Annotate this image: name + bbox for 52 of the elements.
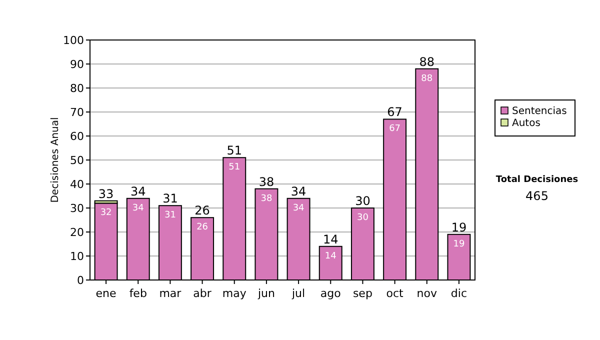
- data-label: 30: [356, 213, 369, 223]
- y-tick-label: 0: [77, 274, 84, 287]
- data-label: 31: [164, 210, 176, 221]
- data-label: 88: [421, 74, 433, 84]
- total-label: 33: [98, 186, 114, 201]
- x-tick-label: abr: [193, 287, 212, 300]
- data-label: 51: [228, 162, 240, 173]
- y-tick-label: 90: [70, 58, 84, 71]
- total-label: 88: [419, 54, 435, 69]
- total-label: 38: [258, 174, 274, 189]
- x-tick-label: jun: [256, 287, 275, 300]
- y-tick-label: 70: [70, 106, 84, 119]
- x-tick-label: ago: [320, 287, 342, 300]
- y-tick-label: 10: [70, 250, 84, 263]
- y-tick-label: 80: [70, 82, 84, 95]
- y-tick-label: 100: [63, 34, 84, 47]
- x-tick-label: may: [222, 287, 247, 300]
- x-tick-label: nov: [416, 287, 438, 300]
- total-label: 30: [355, 194, 370, 208]
- x-tick-label: ene: [96, 287, 117, 300]
- x-tick-label: oct: [386, 287, 404, 300]
- data-label: 38: [260, 194, 272, 204]
- x-tick-label: feb: [129, 287, 147, 300]
- total-label: 34: [290, 184, 306, 198]
- total-label: 67: [387, 105, 402, 120]
- data-label: 14: [324, 251, 337, 262]
- x-tick-label: sep: [352, 287, 372, 300]
- total-label: 19: [451, 220, 467, 234]
- total-label: 31: [162, 192, 178, 206]
- total-label: 14: [322, 232, 338, 246]
- total-label: 34: [130, 184, 146, 198]
- y-tick-label: 50: [70, 154, 84, 167]
- data-label: 34: [292, 203, 305, 214]
- data-label: 32: [100, 208, 112, 218]
- y-tick-label: 30: [70, 202, 84, 215]
- y-axis-title: Decisiones Anual: [50, 117, 61, 203]
- text: Total Decisiones: [496, 175, 578, 185]
- data-label: 67: [389, 124, 401, 134]
- x-tick-label: mar: [159, 287, 182, 300]
- total-label: 51: [226, 144, 242, 158]
- y-tick-label: 60: [70, 130, 84, 143]
- x-tick-label: jul: [290, 287, 306, 300]
- text: 465: [526, 189, 548, 203]
- data-label: 34: [132, 203, 144, 214]
- legend-label: Autos: [512, 118, 540, 129]
- y-tick-label: 20: [70, 226, 84, 239]
- x-tick-label: dic: [450, 287, 468, 300]
- data-label: 26: [196, 222, 208, 233]
- data-label: 19: [453, 239, 465, 250]
- y-tick-label: 40: [70, 178, 84, 191]
- legend-label: Sentencias: [512, 106, 567, 117]
- total-label: 26: [194, 204, 210, 218]
